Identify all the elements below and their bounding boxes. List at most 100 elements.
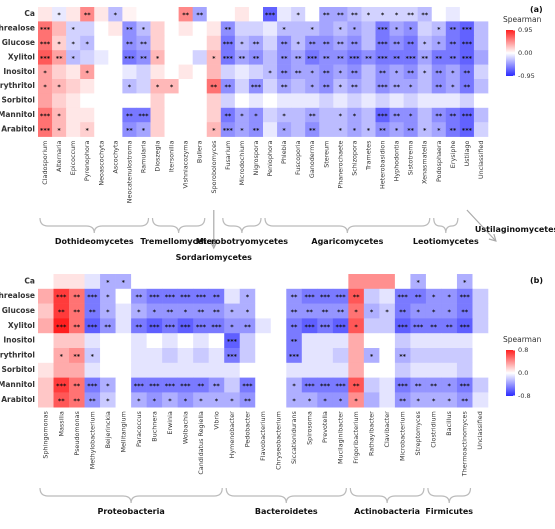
heat-cell	[403, 64, 418, 80]
heat-cell	[277, 107, 292, 123]
heat-cell	[417, 35, 433, 51]
heat-cell	[208, 392, 225, 408]
heat-cell	[162, 377, 178, 393]
heat-cell	[239, 362, 256, 378]
heat-cell	[301, 377, 318, 393]
heat-cell	[472, 362, 489, 378]
column-label: Itersonilia	[168, 141, 176, 173]
significance: *	[416, 278, 420, 286]
column-label: Siccationidurans	[290, 411, 298, 464]
heat-cell	[270, 318, 287, 334]
significance: **	[393, 112, 400, 120]
heat-cell	[52, 7, 67, 22]
significance: ***	[460, 323, 471, 331]
significance: **	[323, 40, 330, 48]
heat-cell	[234, 7, 250, 22]
heat-cell	[84, 377, 101, 393]
heat-cell	[472, 377, 489, 393]
heat-cell	[263, 35, 278, 51]
heat-cell	[361, 50, 376, 65]
significance: **	[322, 308, 329, 316]
heat-cell	[319, 50, 334, 65]
heat-cell	[291, 7, 306, 22]
significance: **	[449, 112, 456, 120]
heat-cell	[206, 64, 222, 80]
panel-tag: (a)	[530, 5, 543, 14]
legend-label: 0.95	[518, 26, 532, 34]
heat-cell	[162, 362, 178, 378]
significance: *	[463, 278, 467, 286]
heat-cell	[84, 348, 101, 364]
heat-cell	[162, 274, 178, 290]
significance: **	[407, 11, 414, 19]
significance: ***	[149, 382, 160, 390]
heat-cell	[410, 362, 427, 378]
significance: *	[199, 397, 203, 405]
heat-cell	[53, 303, 70, 319]
heat-cell	[177, 362, 194, 378]
heat-cell	[301, 333, 318, 349]
row-label: Mannitol	[0, 110, 35, 119]
heat-cell	[206, 107, 222, 123]
significance: **	[224, 26, 231, 34]
heat-cell	[178, 107, 193, 123]
significance: *	[451, 83, 455, 91]
heat-cell	[347, 50, 362, 65]
significance: *	[292, 382, 296, 390]
heat-cell	[150, 7, 165, 22]
significance: **	[291, 293, 298, 301]
column-label: Flavobacterium	[259, 411, 267, 461]
heat-cell	[122, 122, 137, 137]
heat-cell	[38, 362, 54, 378]
heat-cell	[332, 274, 349, 290]
heat-cell	[52, 107, 67, 123]
significance: **	[393, 83, 400, 91]
significance: *	[114, 11, 118, 19]
heat-cell	[456, 288, 473, 304]
significance: *	[409, 83, 413, 91]
heat-cell	[441, 362, 458, 378]
heat-cell	[375, 50, 390, 65]
heat-cell	[94, 79, 109, 94]
significance: *	[240, 112, 244, 120]
significance: **	[399, 352, 406, 360]
heat-cell	[441, 392, 458, 408]
significance: ***	[377, 83, 388, 91]
heat-cell	[164, 64, 179, 80]
heat-cell	[379, 392, 396, 408]
heat-cell	[263, 122, 278, 137]
heat-cell	[84, 362, 101, 378]
heat-cell	[224, 303, 241, 319]
heat-cell	[94, 50, 109, 65]
significance: *	[409, 26, 413, 34]
significance: *	[282, 126, 286, 134]
significance: **	[244, 397, 251, 405]
heat-cell	[348, 303, 365, 319]
significance: **	[351, 83, 358, 91]
significance: **	[449, 40, 456, 48]
heat-cell	[178, 79, 193, 94]
heat-cell	[263, 107, 278, 123]
heat-cell	[248, 122, 264, 137]
significance: **	[407, 40, 414, 48]
row-label: Erythritol	[0, 350, 35, 359]
heat-cell	[192, 107, 208, 123]
heat-cell	[115, 377, 132, 393]
heat-cell	[108, 21, 123, 37]
column-label: Thermoactinomyces	[461, 411, 469, 478]
heat-cell	[425, 377, 442, 393]
heat-cell	[456, 274, 473, 290]
heat-cell	[208, 318, 225, 334]
significance: *	[153, 308, 157, 316]
row-label: Sorbitol	[1, 365, 35, 374]
group-arrow	[466, 209, 496, 241]
significance: *	[451, 69, 455, 77]
heat-cell	[255, 303, 272, 319]
heat-cell	[220, 64, 236, 80]
heat-cell	[270, 333, 287, 349]
heat-cell	[164, 21, 179, 37]
significance: *	[395, 69, 399, 77]
heat-cell	[192, 7, 208, 22]
significance: ***	[56, 293, 67, 301]
row-label: Erythritol	[0, 81, 35, 90]
